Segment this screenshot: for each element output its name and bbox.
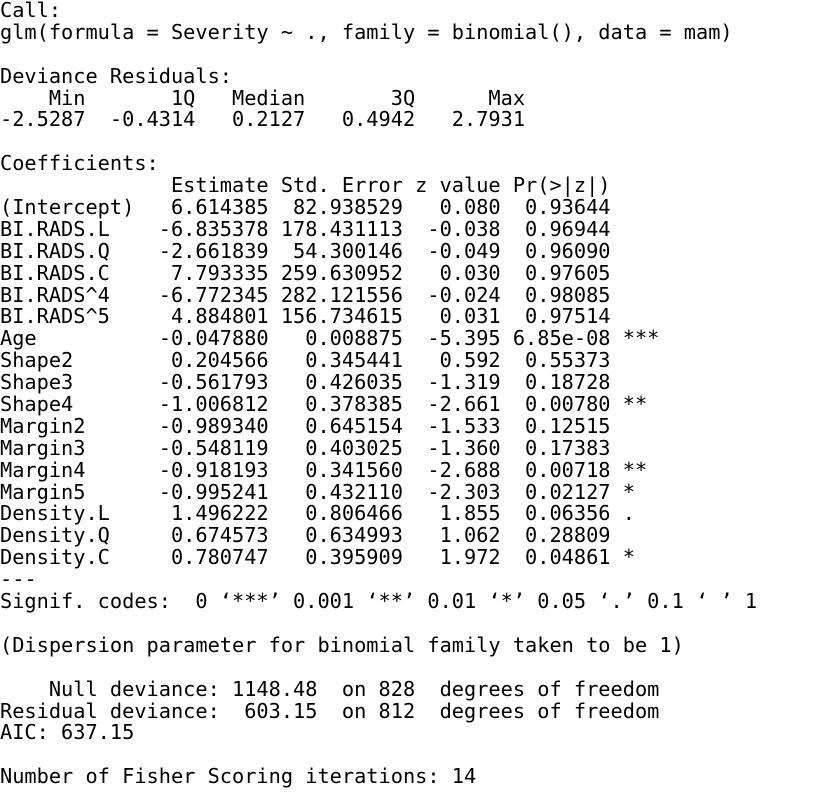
residuals-column-headers: Min 1Q Median 3Q Max [0,85,526,110]
residual-deviance-line: Residual deviance: 603.15 on 812 degrees… [0,698,660,723]
null-deviance-line: Null deviance: 1148.48 on 828 degrees of… [0,676,660,701]
coefficient-row: Margin4 -0.918193 0.341560 -2.688 0.0071… [0,457,648,482]
coefficient-row: BI.RADS^5 4.884801 156.734615 0.031 0.97… [0,304,611,329]
coefficient-row: Age -0.047880 0.008875 -5.395 6.85e-08 *… [0,326,660,351]
call-formula: glm(formula = Severity ~ ., family = bin… [0,19,733,44]
coefficient-row: Margin3 -0.548119 0.403025 -1.360 0.1738… [0,435,611,460]
deviance-residuals-header: Deviance Residuals: [0,63,232,88]
blank-line [0,613,826,635]
coefficient-row: Margin5 -0.995241 0.432110 -2.303 0.0212… [0,479,635,504]
coefficient-row: BI.RADS.Q -2.661839 54.300146 -0.049 0.9… [0,238,611,263]
coefficient-row: BI.RADS.L -6.835378 178.431113 -0.038 0.… [0,216,611,241]
signif-codes-legend: Signif. codes: 0 ‘***’ 0.001 ‘**’ 0.01 ‘… [0,589,758,614]
coefficients-column-headers: Estimate Std. Error z value Pr(>|z|) [0,173,611,198]
coefficients-header: Coefficients: [0,151,159,176]
coefficient-row: BI.RADS^4 -6.772345 282.121556 -0.024 0.… [0,282,611,307]
blank-line [0,131,826,153]
call-header: Call: [0,0,62,22]
coefficient-row: Shape3 -0.561793 0.426035 -1.319 0.18728 [0,370,611,395]
dispersion-note: (Dispersion parameter for binomial famil… [0,632,684,657]
coefficient-row: BI.RADS.C 7.793335 259.630952 0.030 0.97… [0,260,611,285]
coefficient-row: Shape2 0.204566 0.345441 0.592 0.55373 [0,348,611,373]
blank-line [0,744,826,766]
coefficient-row: (Intercept) 6.614385 82.938529 0.080 0.9… [0,195,611,220]
aic-line: AIC: 637.15 [0,720,135,745]
coefficient-row: Shape4 -1.006812 0.378385 -2.661 0.00780… [0,392,648,417]
coefficient-row: Density.L 1.496222 0.806466 1.855 0.0635… [0,501,635,526]
residuals-values: -2.5287 -0.4314 0.2127 0.4942 2.7931 [0,107,526,132]
separator-line: --- [0,567,37,592]
coefficient-row: Margin2 -0.989340 0.645154 -1.533 0.1251… [0,413,611,438]
blank-line [0,44,826,66]
fisher-scoring-iterations-line: Number of Fisher Scoring iterations: 14 [0,764,477,789]
blank-line [0,657,826,679]
coefficient-row: Density.Q 0.674573 0.634993 1.062 0.2880… [0,523,611,548]
coefficient-row: Density.C 0.780747 0.395909 1.972 0.0486… [0,545,635,570]
